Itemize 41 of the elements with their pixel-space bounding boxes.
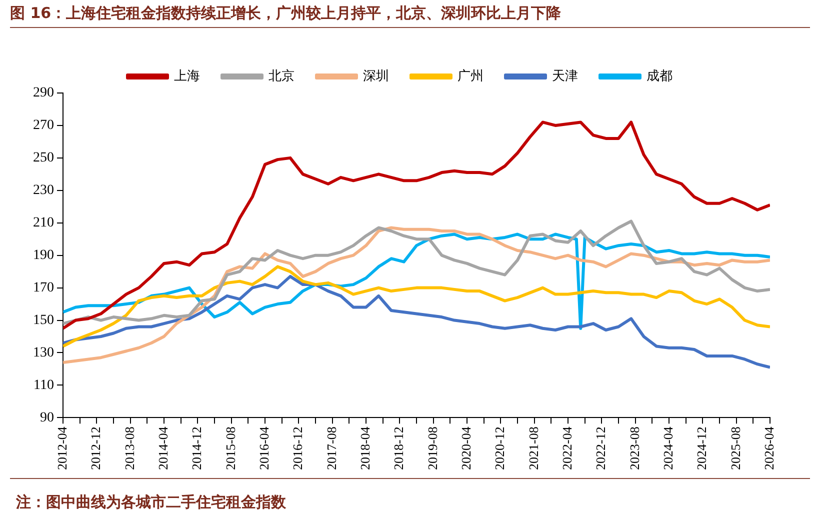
x-tick-label: 2012-04 xyxy=(54,426,70,470)
y-tick-label: 210 xyxy=(33,216,54,231)
x-tick-label: 2017-08 xyxy=(324,426,339,470)
x-tick-label: 2023-08 xyxy=(626,426,642,470)
y-tick-label: 250 xyxy=(33,150,54,166)
x-tick-label: 2021-08 xyxy=(526,426,541,470)
y-tick-label: 90 xyxy=(40,410,54,426)
y-tick-label: 170 xyxy=(33,280,54,296)
y-tick-label: 270 xyxy=(33,118,54,134)
x-tick-label: 2022-04 xyxy=(559,426,574,470)
x-tick-label: 2016-12 xyxy=(290,426,306,470)
y-tick-label: 130 xyxy=(33,345,54,360)
x-tick-label: 2019-08 xyxy=(424,426,440,470)
x-tick-label: 2025-08 xyxy=(728,426,743,470)
chart-title: 图 16：上海住宅租金指数持续正增长，广州较上月持平，北京、深圳环比上月下降 xyxy=(10,4,810,28)
legend-label: 成都 xyxy=(646,68,672,84)
x-tick-label: 2024-12 xyxy=(694,426,710,470)
x-tick-label: 2012-12 xyxy=(88,426,104,470)
y-tick-label: 230 xyxy=(33,183,54,198)
x-tick-label: 2015-08 xyxy=(222,426,238,470)
x-tick-label: 2022-12 xyxy=(593,426,608,470)
x-tick-label: 2018-12 xyxy=(391,426,406,470)
y-tick-label: 150 xyxy=(33,312,54,328)
legend-label: 天津 xyxy=(552,68,578,84)
x-tick-label: 2016-04 xyxy=(256,426,272,470)
x-tick-label: 2014-04 xyxy=(155,426,170,470)
x-tick-label: 2026-04 xyxy=(761,426,776,470)
x-tick-label: 2020-12 xyxy=(492,426,508,470)
x-tick-label: 2020-04 xyxy=(458,426,474,470)
x-tick-label: 2013-08 xyxy=(122,426,137,470)
x-tick-label: 2018-04 xyxy=(357,426,372,470)
legend-label: 北京 xyxy=(268,68,294,84)
legend-label: 广州 xyxy=(458,68,484,84)
x-tick-label: 2024-04 xyxy=(660,426,676,470)
y-tick-label: 290 xyxy=(33,86,54,101)
legend-label: 上海 xyxy=(174,68,200,84)
x-tick-label: 2014-12 xyxy=(189,426,204,470)
legend-label: 深圳 xyxy=(363,68,389,84)
y-tick-label: 110 xyxy=(34,378,54,393)
text: 注：图中曲线为各城市二手住宅租金指数 xyxy=(16,493,287,512)
y-tick-label: 190 xyxy=(33,248,54,264)
